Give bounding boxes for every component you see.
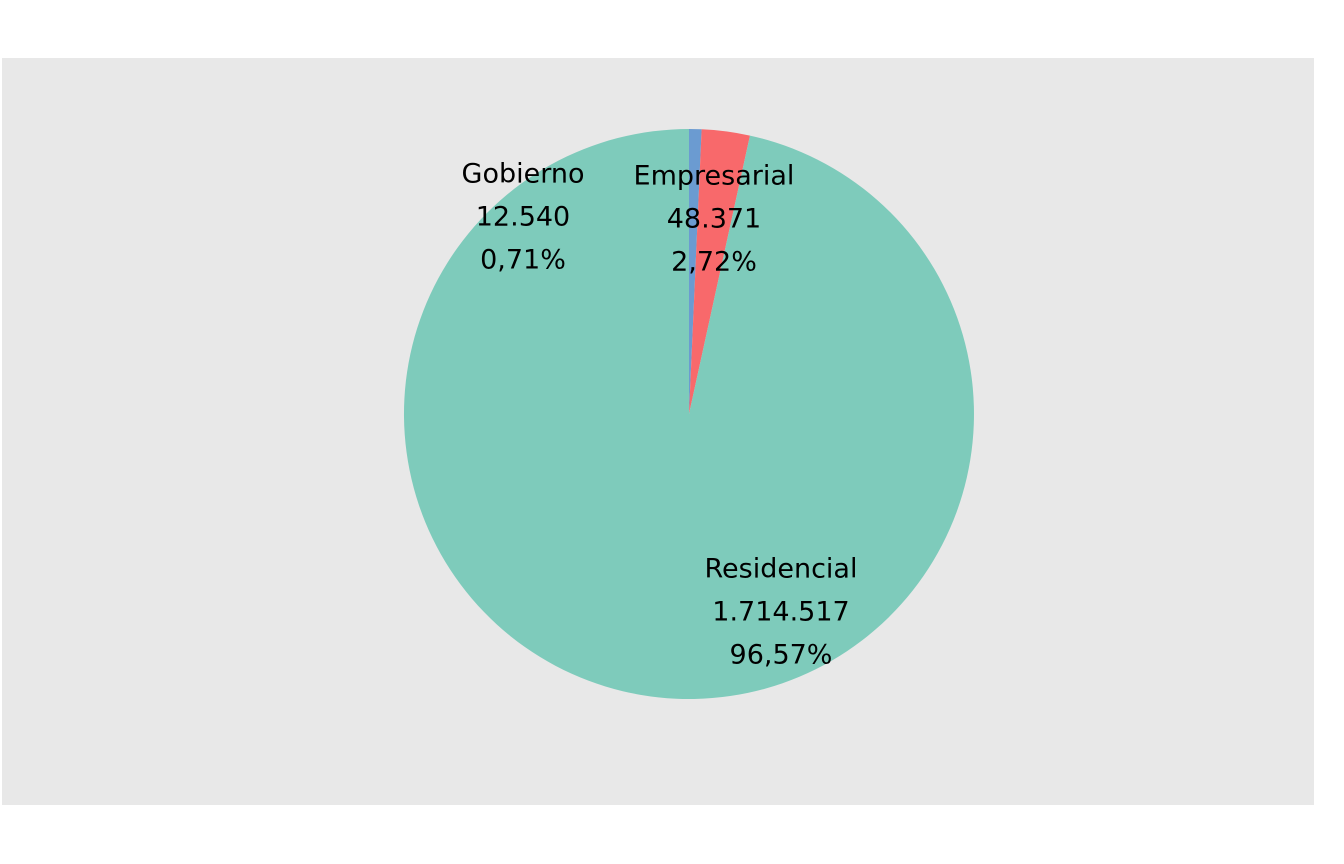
pie-slice-residencial [403, 128, 974, 699]
pie-slices [403, 128, 974, 699]
label-value-empresarial: 48.371 [667, 204, 761, 235]
label-value-gobierno: 12.540 [476, 202, 570, 233]
label-percent-residencial: 96,57% [730, 640, 833, 671]
label-category-gobierno: Gobierno [462, 159, 585, 190]
slice-labels: Gobierno 12.540 0,71% Empresarial 48.371 2,72… [462, 159, 858, 671]
label-value-residencial: 1.714.517 [712, 597, 849, 628]
pie-slice-gobierno [689, 129, 702, 414]
label-category-residencial: Residencial [705, 554, 858, 585]
label-category-empresarial: Empresarial [634, 161, 795, 192]
pie-slice-empresarial [689, 129, 750, 414]
label-percent-empresarial: 2,72% [671, 247, 757, 278]
label-percent-gobierno: 0,71% [480, 245, 566, 276]
